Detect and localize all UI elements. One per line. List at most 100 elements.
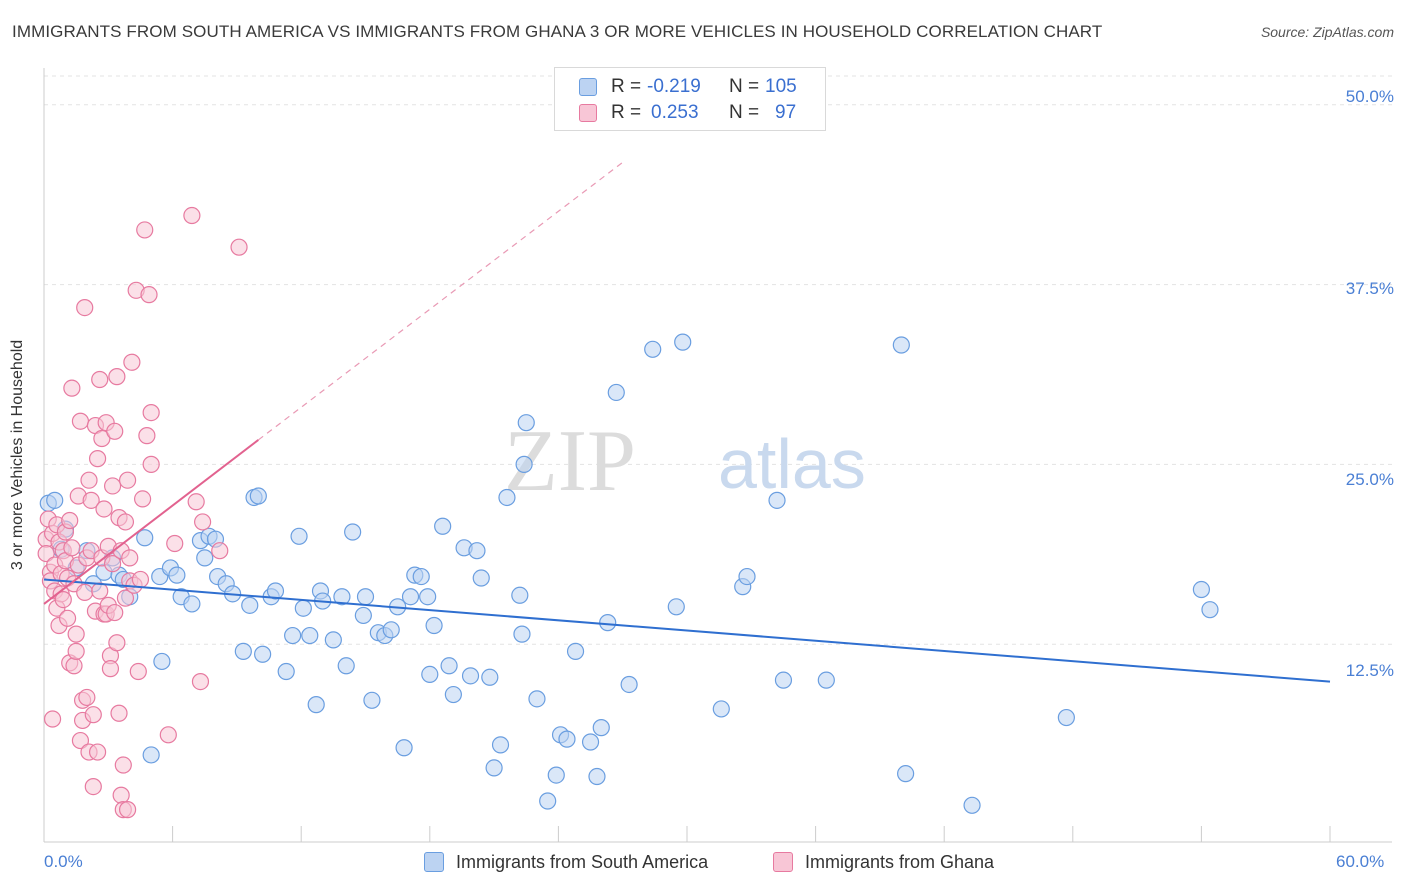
- point-ghana: [88, 743, 107, 761]
- point-ghana: [82, 491, 100, 509]
- point-south-america: [294, 599, 312, 617]
- point-south-america: [674, 333, 692, 351]
- point-ghana: [121, 549, 139, 567]
- point-ghana: [142, 455, 160, 473]
- point-ghana: [67, 625, 85, 643]
- point-south-america: [301, 626, 319, 645]
- point-ghana: [43, 710, 62, 728]
- point-south-america: [266, 582, 285, 600]
- r-label: R =: [611, 102, 642, 123]
- point-south-america: [183, 595, 201, 613]
- point-south-america: [644, 340, 662, 358]
- point-south-america: [419, 588, 437, 606]
- point-south-america: [168, 566, 186, 584]
- point-ghana: [106, 603, 124, 622]
- point-ghana: [211, 542, 229, 560]
- point-ghana: [78, 688, 96, 707]
- point-ghana: [114, 756, 132, 774]
- point-south-america: [444, 685, 462, 704]
- point-south-america: [528, 690, 546, 708]
- point-ghana: [37, 544, 55, 563]
- point-ghana: [108, 634, 126, 652]
- point-ghana: [133, 490, 152, 508]
- n-value: 105: [765, 76, 797, 97]
- trend-line-south-america: [43, 578, 1331, 683]
- point-south-america: [1192, 580, 1211, 599]
- point-south-america: [461, 667, 480, 685]
- point-south-america: [485, 759, 503, 777]
- point-south-america: [333, 588, 351, 606]
- x-tick-label: 60.0%: [1336, 852, 1385, 871]
- point-south-america: [1201, 601, 1219, 619]
- source-credit: Source: ZipAtlas.com: [1260, 24, 1394, 40]
- point-ghana: [63, 539, 81, 557]
- point-south-america: [363, 691, 381, 709]
- y-tick-label: 37.5%: [1345, 279, 1394, 298]
- axes: [43, 68, 1392, 843]
- point-south-america: [337, 657, 355, 675]
- point-south-america: [249, 487, 267, 505]
- legend-swatch-pink: [579, 104, 597, 122]
- point-south-america: [421, 665, 439, 684]
- point-south-america: [307, 696, 325, 714]
- point-ghana: [76, 298, 94, 317]
- point-south-america: [768, 491, 786, 509]
- point-ghana: [84, 777, 102, 796]
- point-south-america: [472, 569, 490, 587]
- point-ghana: [131, 570, 150, 589]
- point-south-america: [774, 671, 793, 689]
- data-points: [37, 206, 1219, 819]
- point-ghana: [116, 589, 135, 607]
- point-south-america: [513, 625, 531, 643]
- point-south-america: [817, 671, 835, 689]
- point-ghana: [187, 493, 205, 511]
- point-ghana: [65, 657, 83, 675]
- point-ghana: [191, 672, 210, 691]
- point-ghana: [118, 801, 137, 819]
- point-ghana: [118, 471, 137, 489]
- y-axis-label: 3 or more Vehicles in Household: [9, 339, 26, 571]
- point-south-america: [588, 767, 606, 786]
- point-ghana: [138, 427, 156, 445]
- point-south-america: [290, 527, 308, 545]
- point-south-america: [620, 675, 638, 694]
- point-ghana: [95, 500, 113, 518]
- point-ghana: [76, 583, 94, 602]
- point-ghana: [110, 704, 128, 722]
- point-south-america: [196, 549, 214, 567]
- point-south-america: [382, 621, 400, 639]
- point-ghana: [101, 660, 120, 678]
- point-ghana: [84, 706, 102, 724]
- point-south-america: [581, 733, 600, 751]
- point-ghana: [54, 590, 72, 609]
- correlation-legend: R = -0.219 N = 105 R = 0.253 N = 97: [554, 67, 826, 131]
- watermark: ZIP atlas: [504, 413, 866, 510]
- legend-label: Immigrants from South America: [456, 852, 709, 872]
- point-ghana: [159, 726, 177, 744]
- point-south-america: [344, 523, 362, 541]
- point-south-america: [354, 606, 372, 625]
- point-ghana: [166, 534, 184, 553]
- point-ghana: [116, 513, 135, 531]
- point-south-america: [324, 631, 342, 649]
- point-ghana: [112, 786, 130, 804]
- chart-title: IMMIGRANTS FROM SOUTH AMERICA VS IMMIGRA…: [12, 22, 1103, 41]
- point-ghana: [106, 422, 124, 440]
- point-ghana: [183, 206, 201, 225]
- point-ghana: [108, 368, 126, 386]
- point-south-america: [434, 517, 452, 535]
- point-south-america: [539, 792, 557, 810]
- r-value: -0.219: [647, 76, 701, 97]
- point-ghana: [58, 609, 77, 627]
- legend-swatch-blue: [424, 852, 444, 872]
- point-south-america: [963, 796, 981, 814]
- point-south-america: [412, 567, 430, 586]
- x-tick-label: 0.0%: [44, 852, 83, 871]
- point-ghana: [140, 286, 158, 304]
- point-ghana: [93, 429, 111, 448]
- point-ghana: [91, 582, 109, 600]
- point-south-america: [356, 588, 375, 606]
- point-south-america: [277, 662, 295, 681]
- trend-extension-ghana: [257, 161, 624, 441]
- point-south-america: [558, 730, 576, 748]
